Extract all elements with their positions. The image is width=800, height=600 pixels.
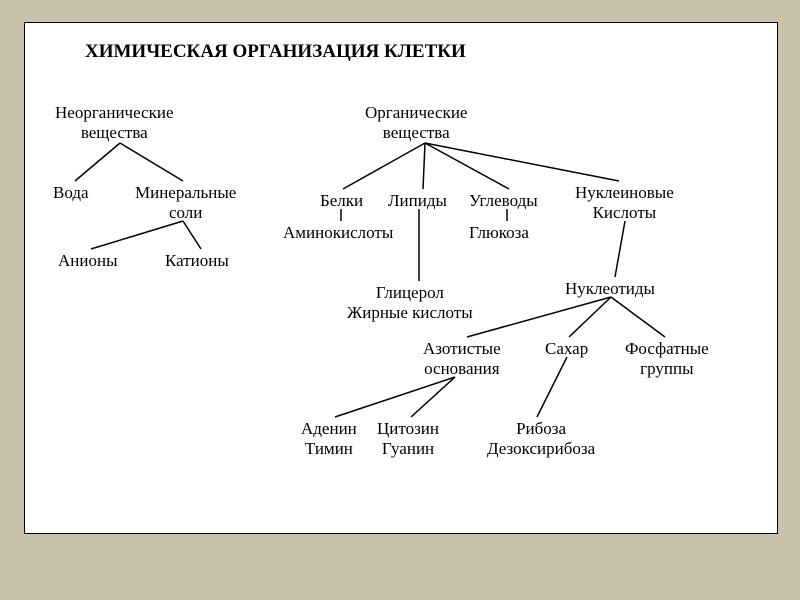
node-cations: Катионы: [165, 251, 229, 271]
edge: [343, 143, 425, 189]
node-amino: Аминокислоты: [283, 223, 393, 243]
node-salts: Минеральные соли: [135, 183, 236, 222]
node-nbases: Азотистые основания: [423, 339, 501, 378]
node-anions: Анионы: [58, 251, 118, 271]
node-inorg: Неорганические вещества: [55, 103, 174, 142]
edge: [425, 143, 619, 181]
node-sugar: Сахар: [545, 339, 588, 359]
node-glucose: Глюкоза: [469, 223, 529, 243]
edge: [615, 221, 625, 277]
node-cytosine: Цитозин Гуанин: [377, 419, 439, 458]
diagram-panel: ХИМИЧЕСКАЯ ОРГАНИЗАЦИЯ КЛЕТКИ Неорганичес…: [24, 22, 778, 534]
node-title: ХИМИЧЕСКАЯ ОРГАНИЗАЦИЯ КЛЕТКИ: [85, 41, 466, 63]
edge: [120, 143, 183, 181]
node-water: Вода: [53, 183, 89, 203]
node-nucleic: Нуклеиновые Кислоты: [575, 183, 674, 222]
edge: [91, 221, 183, 249]
node-glycerol: Глицерол Жирные кислоты: [347, 283, 473, 322]
node-ribose: Рибоза Дезоксирибоза: [487, 419, 595, 458]
edge: [537, 357, 567, 417]
node-adenine: Аденин Тимин: [301, 419, 357, 458]
edge: [335, 377, 455, 417]
node-proteins: Белки: [320, 191, 363, 211]
node-nucleotides: Нуклеотиды: [565, 279, 655, 299]
edge: [425, 143, 509, 189]
node-phosphate: Фосфатные группы: [625, 339, 709, 378]
node-carbs: Углеводы: [469, 191, 538, 211]
edge: [75, 143, 120, 181]
edge: [183, 221, 201, 249]
edge: [423, 143, 425, 189]
edge: [611, 297, 665, 337]
node-lipids: Липиды: [388, 191, 447, 211]
node-org: Органические вещества: [365, 103, 467, 142]
edge: [411, 377, 455, 417]
